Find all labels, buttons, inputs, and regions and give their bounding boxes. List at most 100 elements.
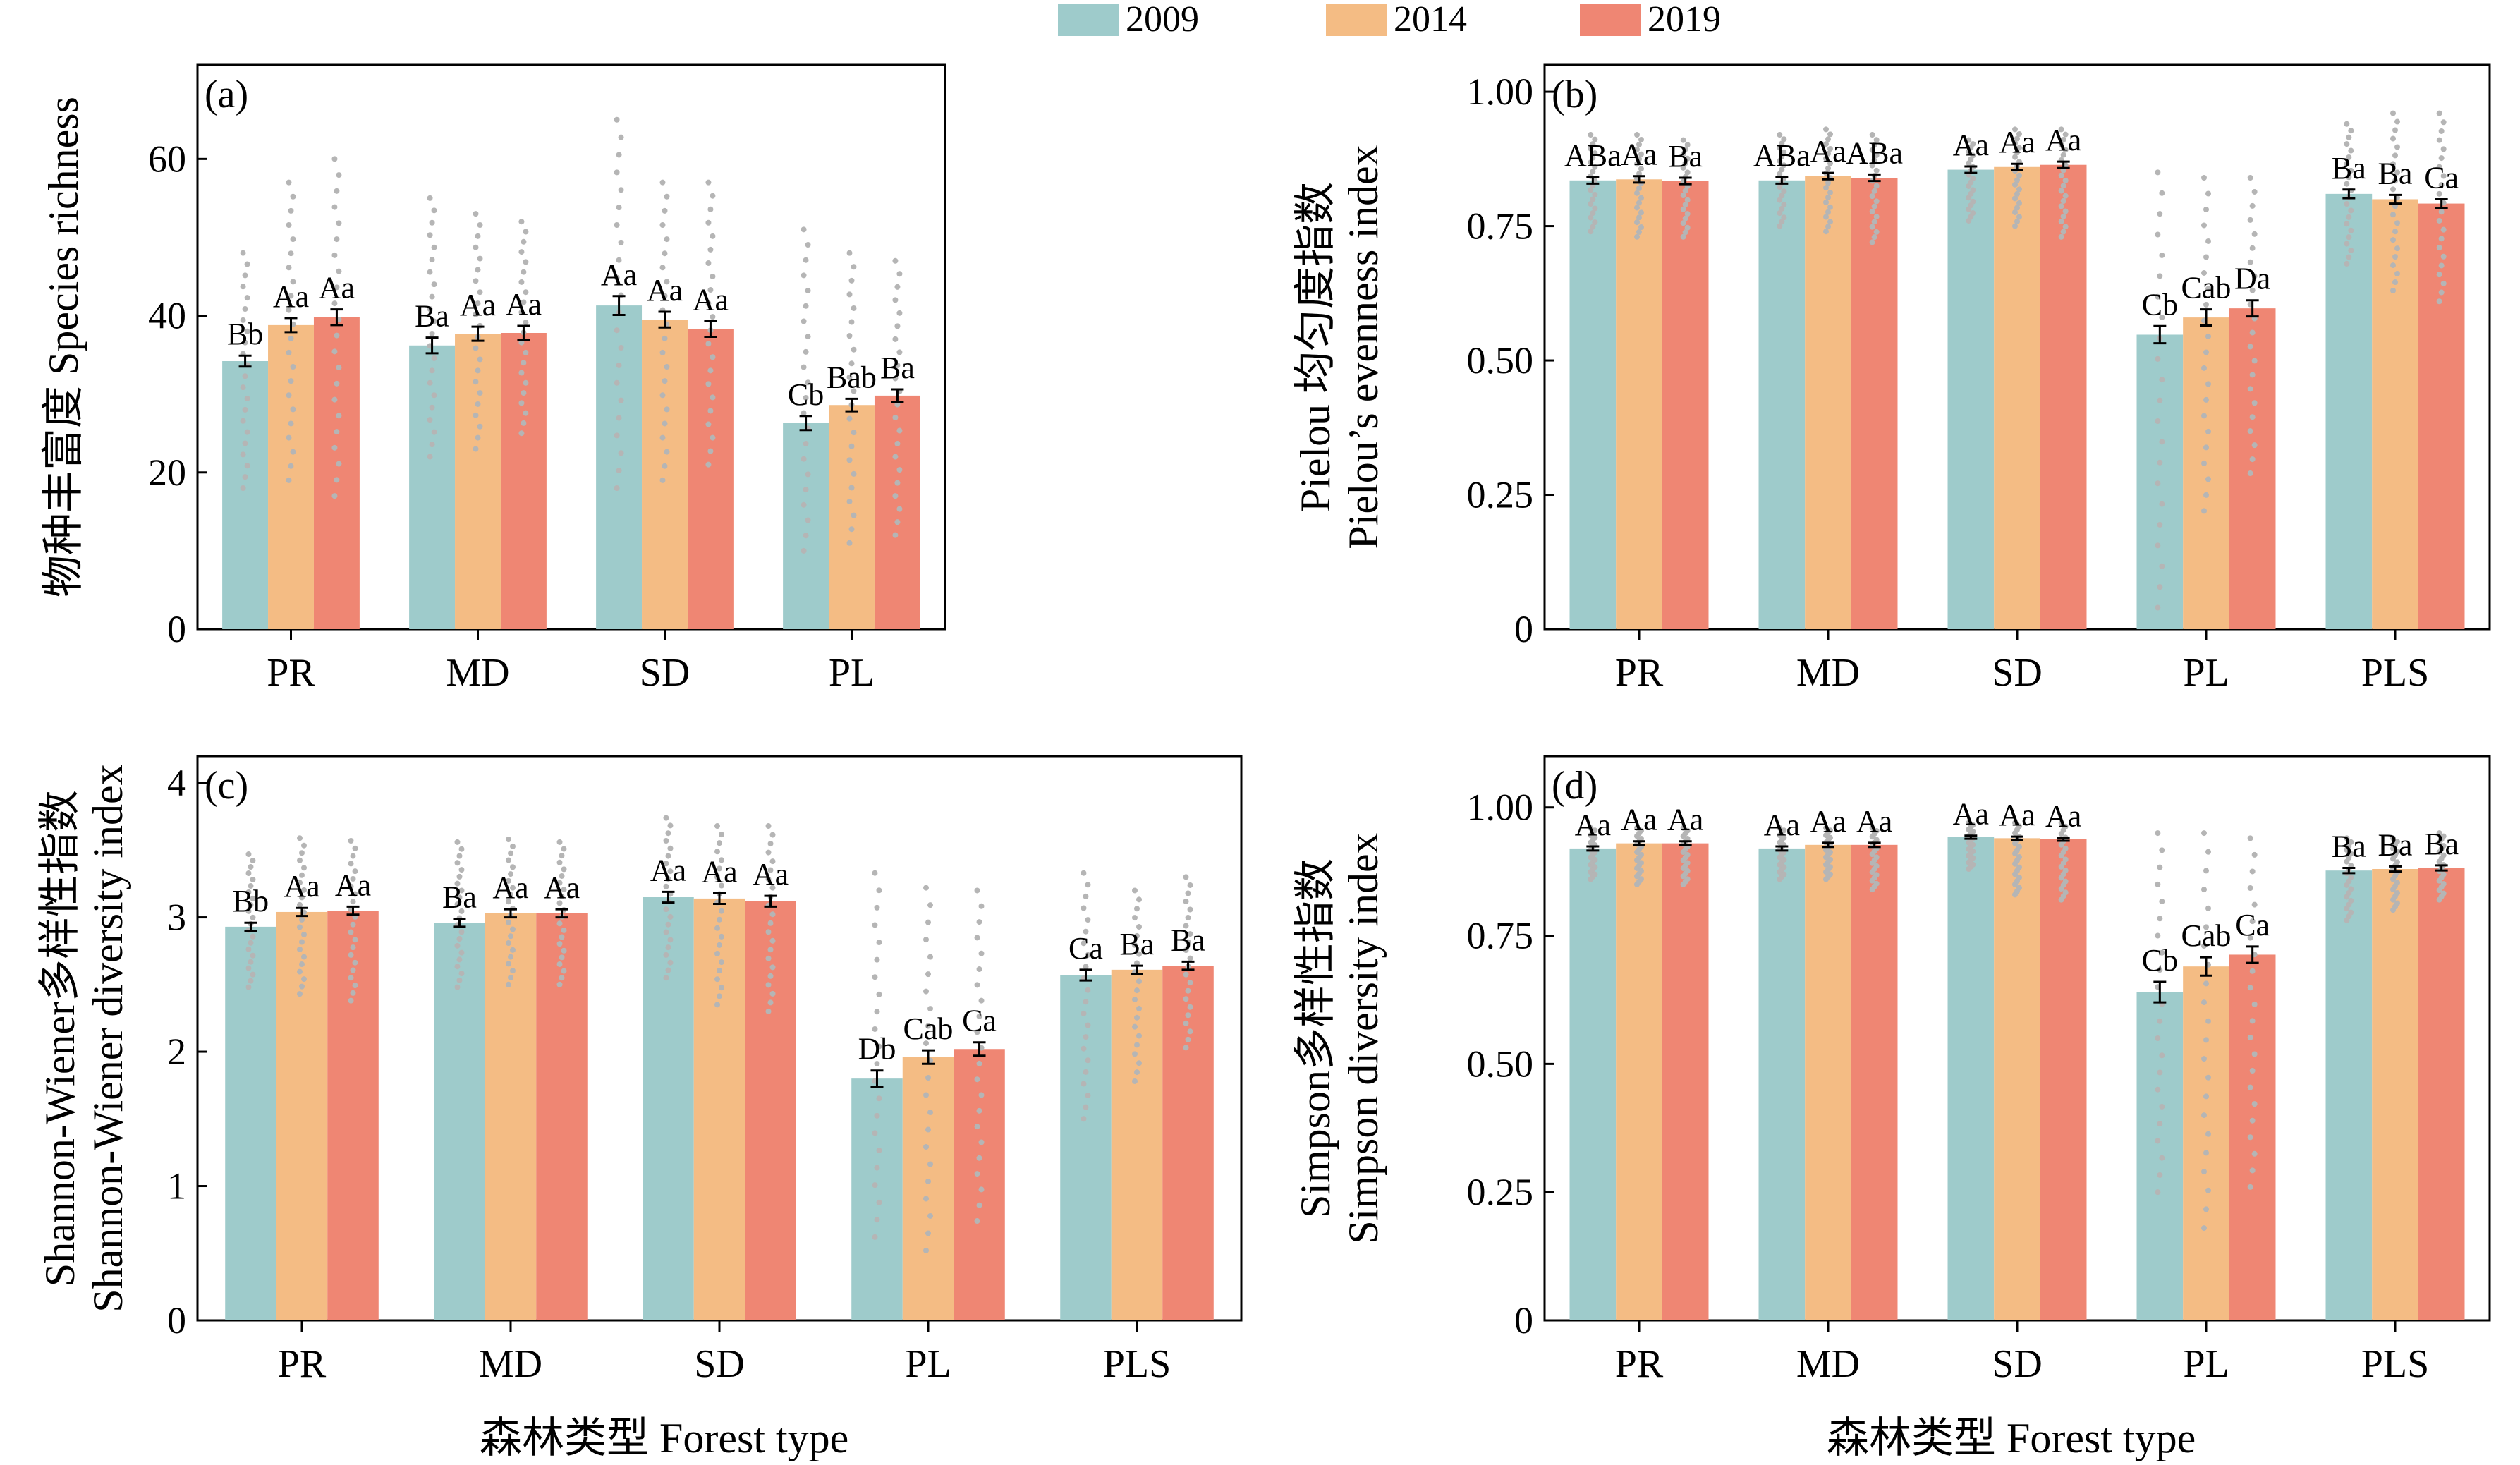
sample-point	[1638, 166, 1644, 172]
sample-point	[2440, 833, 2447, 839]
sample-point	[923, 1144, 929, 1150]
sample-point	[978, 1139, 985, 1145]
sample-point	[2348, 886, 2354, 892]
sample-point	[561, 968, 567, 974]
significance-label: ABa	[1564, 138, 1621, 173]
sample-point	[872, 1130, 878, 1136]
sample-point	[2016, 823, 2022, 829]
sample-point	[2157, 1069, 2163, 1076]
sample-point	[1680, 137, 1686, 143]
sample-point	[846, 415, 853, 422]
sample-point	[1684, 868, 1691, 874]
sample-point	[1588, 159, 1594, 166]
sample-point	[664, 364, 670, 370]
sample-point	[2159, 501, 2165, 507]
sample-point	[2394, 245, 2400, 252]
sample-point	[663, 883, 669, 889]
bar-MD-2019	[536, 913, 588, 1320]
sample-point	[2438, 289, 2445, 296]
sample-point	[2249, 202, 2256, 209]
sample-point	[2436, 830, 2442, 837]
sample-point	[348, 929, 354, 935]
sample-point	[2438, 128, 2445, 134]
sample-point	[1592, 834, 1598, 841]
sample-point	[978, 1092, 985, 1098]
sample-point	[2348, 851, 2354, 857]
sample-point	[1827, 131, 1833, 138]
sample-point	[2440, 852, 2447, 858]
sample-point	[616, 468, 622, 474]
sample-point	[846, 333, 853, 339]
sample-point	[1183, 971, 1189, 978]
sample-point	[431, 355, 437, 361]
sample-point	[506, 940, 511, 947]
sample-point	[894, 401, 901, 408]
sample-point	[2390, 237, 2396, 243]
sample-point	[705, 421, 712, 427]
sample-point	[2060, 136, 2066, 142]
sample-point	[2346, 174, 2352, 181]
sample-point	[473, 278, 479, 284]
significance-label: Bab	[827, 360, 877, 394]
sample-point	[2012, 195, 2018, 202]
sample-point	[1781, 214, 1787, 221]
sample-point	[2016, 864, 2022, 870]
significance-label: Bb	[233, 884, 269, 918]
sample-point	[244, 396, 250, 402]
sample-point	[1636, 185, 1642, 191]
sample-point	[299, 916, 305, 923]
x-tick-label: PL	[829, 651, 875, 695]
sample-point	[334, 380, 340, 387]
bar-PLS-2019	[1162, 966, 1214, 1320]
sample-point	[1777, 197, 1783, 203]
sample-point	[2058, 820, 2064, 826]
sample-point	[2155, 1086, 2161, 1093]
y-tick-label: 3	[167, 896, 186, 939]
sample-point	[707, 246, 714, 253]
sample-point	[454, 901, 461, 908]
significance-label: Cb	[2142, 287, 2178, 322]
sample-point	[616, 152, 622, 158]
sample-point	[876, 991, 882, 997]
sample-point	[1970, 176, 1976, 182]
x-axis-title-left: 森林类型 Forest type	[480, 1415, 849, 1461]
sample-point	[242, 272, 248, 279]
sample-point	[769, 885, 776, 891]
sample-point	[458, 846, 465, 852]
sample-point	[2012, 820, 2018, 826]
sample-point	[559, 873, 565, 879]
sample-point	[2201, 887, 2207, 893]
sample-point	[2205, 1187, 2211, 1193]
sample-point	[974, 1029, 980, 1035]
bar-SD-2014	[1994, 838, 2040, 1320]
sample-point	[1185, 915, 1191, 921]
sample-point	[2205, 286, 2211, 292]
significance-label: Aa	[2045, 123, 2081, 157]
bar-MD-2009	[1758, 848, 1806, 1320]
x-axis-title-right: 森林类型 Forest type	[1827, 1415, 2196, 1461]
sample-point	[974, 982, 980, 988]
sample-point	[2247, 985, 2253, 991]
sample-point	[2344, 181, 2350, 187]
sample-point	[1083, 964, 1089, 970]
x-tick-label: PLS	[1103, 1342, 1171, 1386]
sample-point	[297, 991, 303, 997]
sample-point	[1187, 1028, 1193, 1035]
sample-point	[2203, 301, 2209, 308]
sample-point	[2159, 847, 2165, 853]
y-axis-title: Shannon-Wiener多样性指数	[37, 790, 83, 1287]
significance-label: Aa	[1953, 128, 1989, 162]
sample-point	[559, 954, 565, 961]
sample-point	[454, 880, 461, 887]
sample-point	[767, 920, 774, 926]
sample-point	[616, 362, 622, 368]
sample-point	[851, 346, 857, 353]
panel-label: (d)	[1552, 764, 1597, 808]
sample-point	[1823, 825, 1829, 831]
sample-point	[1187, 980, 1193, 986]
sample-point	[876, 1199, 882, 1205]
sample-point	[523, 259, 529, 265]
sample-point	[1588, 201, 1594, 207]
sample-point	[717, 968, 722, 974]
sample-point	[2440, 871, 2447, 877]
